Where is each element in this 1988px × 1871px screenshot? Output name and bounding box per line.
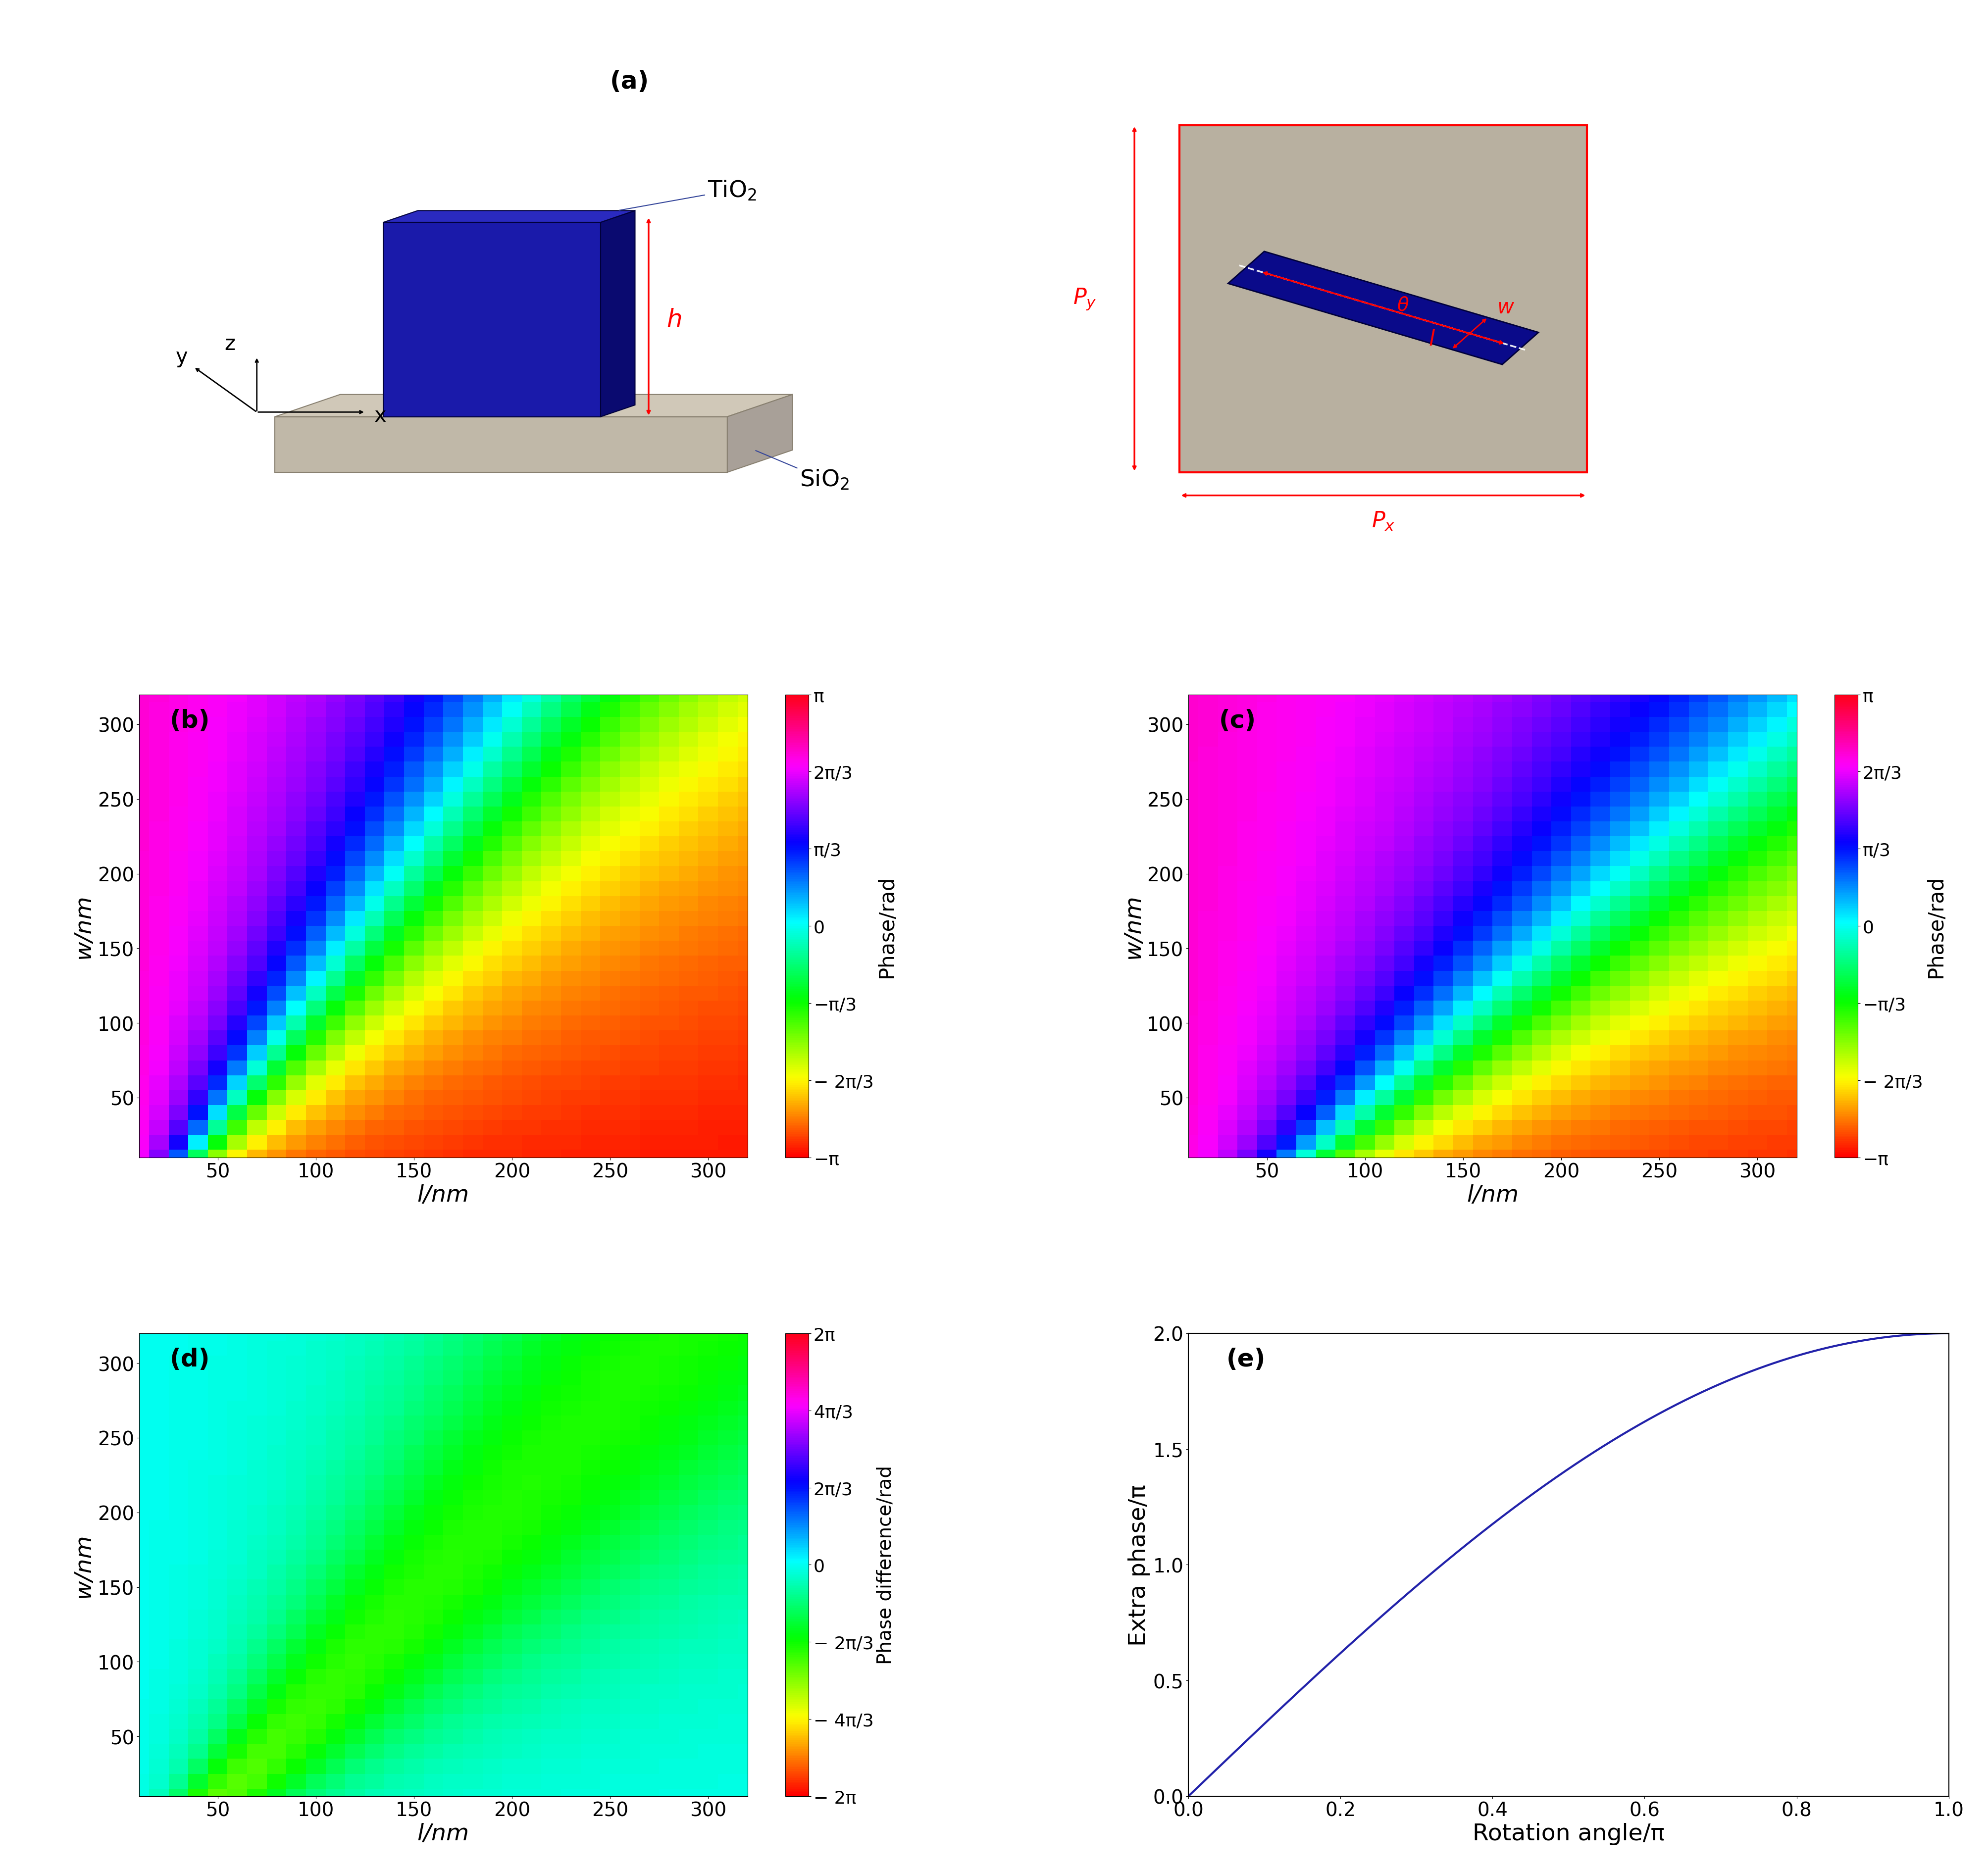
Polygon shape bbox=[600, 211, 634, 417]
Text: $\theta$: $\theta$ bbox=[1396, 296, 1409, 314]
Y-axis label: w/nm: w/nm bbox=[72, 894, 95, 958]
Polygon shape bbox=[274, 417, 728, 473]
Y-axis label: w/nm: w/nm bbox=[1121, 894, 1143, 958]
Polygon shape bbox=[1179, 125, 1586, 473]
Polygon shape bbox=[384, 223, 600, 417]
Y-axis label: Phase/rad: Phase/rad bbox=[1924, 876, 1946, 977]
Text: (d): (d) bbox=[169, 1347, 211, 1371]
Text: h: h bbox=[666, 309, 682, 331]
Y-axis label: Phase/rad: Phase/rad bbox=[877, 876, 897, 977]
Polygon shape bbox=[728, 395, 793, 473]
Polygon shape bbox=[1229, 253, 1539, 365]
X-axis label: l/nm: l/nm bbox=[1467, 1184, 1519, 1207]
Text: TiO$_2$: TiO$_2$ bbox=[618, 180, 755, 211]
Text: x: x bbox=[374, 406, 386, 427]
Polygon shape bbox=[384, 211, 634, 223]
Polygon shape bbox=[274, 395, 793, 417]
Y-axis label: w/nm: w/nm bbox=[72, 1532, 95, 1598]
Text: $l$: $l$ bbox=[1427, 329, 1435, 350]
Text: (e): (e) bbox=[1227, 1347, 1266, 1371]
Text: y: y bbox=[175, 346, 187, 367]
Text: (b): (b) bbox=[169, 709, 211, 732]
X-axis label: Rotation angle/π: Rotation angle/π bbox=[1473, 1822, 1664, 1845]
Text: (a): (a) bbox=[610, 69, 648, 94]
Text: SiO$_2$: SiO$_2$ bbox=[755, 451, 849, 492]
Text: z: z bbox=[225, 333, 235, 355]
Text: $w$: $w$ bbox=[1497, 297, 1515, 318]
Text: $P_y$: $P_y$ bbox=[1074, 286, 1095, 311]
X-axis label: l/nm: l/nm bbox=[417, 1822, 469, 1845]
Text: $P_x$: $P_x$ bbox=[1372, 511, 1396, 531]
Y-axis label: Extra phase/π: Extra phase/π bbox=[1127, 1484, 1149, 1646]
Text: (c): (c) bbox=[1219, 709, 1256, 732]
X-axis label: l/nm: l/nm bbox=[417, 1184, 469, 1207]
Y-axis label: Phase difference/rad: Phase difference/rad bbox=[877, 1465, 895, 1665]
